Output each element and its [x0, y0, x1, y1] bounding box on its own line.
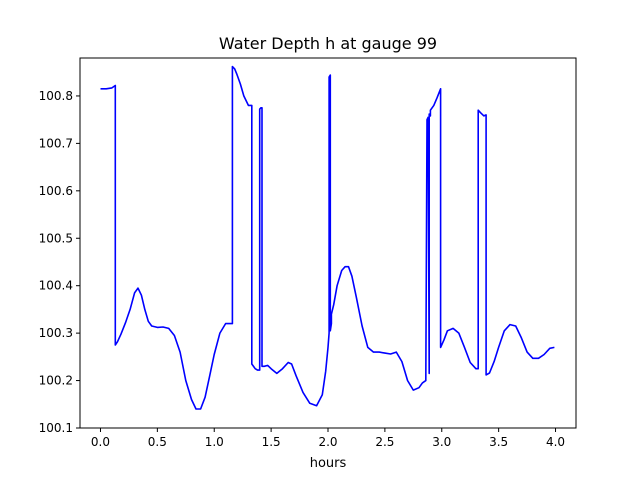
x-tick-label: 2.5: [375, 435, 394, 449]
x-tick-label: 1.0: [205, 435, 224, 449]
y-tick-label: 100.1: [39, 421, 73, 435]
y-tick-label: 100.5: [39, 231, 73, 245]
x-tick-label: 3.0: [432, 435, 451, 449]
y-tick-label: 100.7: [39, 136, 73, 150]
x-tick-label: 3.5: [489, 435, 508, 449]
x-tick-label: 0.0: [91, 435, 110, 449]
x-axis-label: hours: [310, 456, 347, 471]
plot-frame: [79, 57, 577, 429]
y-tick-label: 100.8: [39, 89, 73, 103]
x-tick-label: 4.0: [546, 435, 565, 449]
x-tick-label: 2.0: [318, 435, 337, 449]
x-tick-label: 1.5: [262, 435, 281, 449]
y-tick-label: 100.6: [39, 184, 73, 198]
series-line-0: [100, 65, 555, 410]
y-tick-label: 100.4: [39, 279, 73, 293]
chart-title: Water Depth h at gauge 99: [219, 34, 437, 53]
x-axis-ticks: 0.0 0.5 1.0 1.5 2.0 2.5 3.0 3.5 4.0: [91, 428, 565, 449]
series-layer: [100, 65, 555, 410]
y-tick-label: 100.2: [39, 374, 73, 388]
y-axis-ticks: 100.1 100.2 100.3 100.4 100.5 100.6 100.7 100.8: [39, 89, 80, 435]
x-tick-label: 0.5: [148, 435, 167, 449]
y-tick-label: 100.3: [39, 326, 73, 340]
